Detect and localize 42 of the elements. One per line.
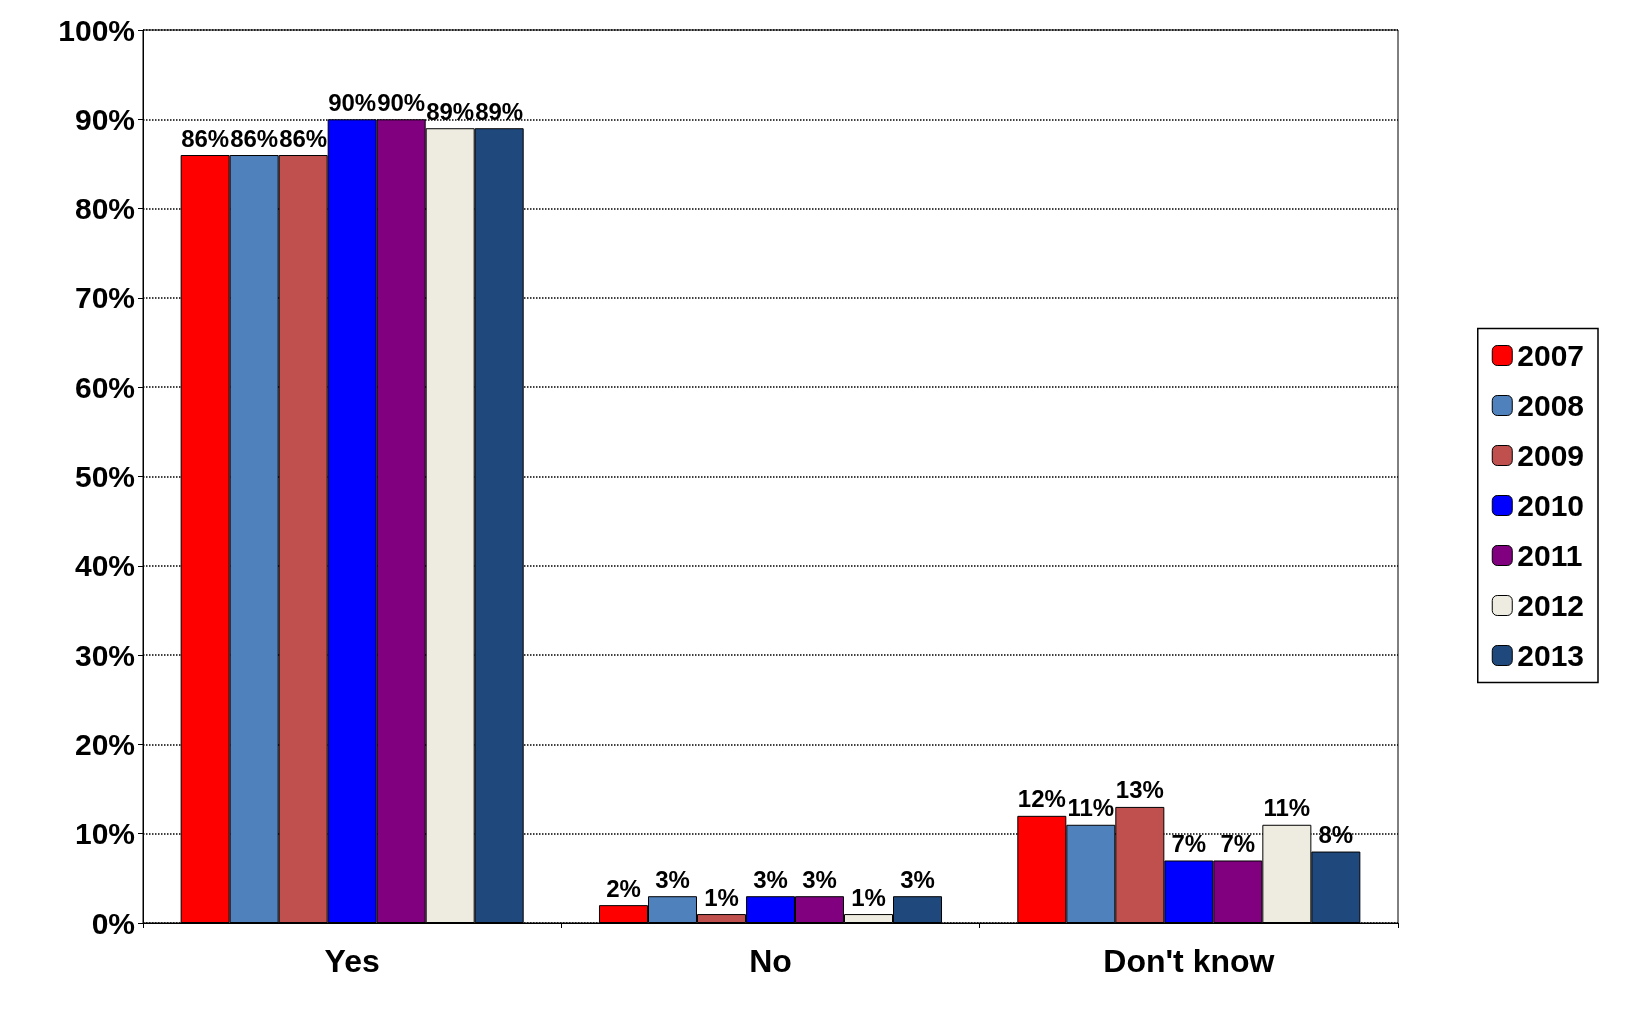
y-tick-label: 10% [74,817,135,851]
y-tick-label: 80% [74,192,135,226]
legend-label: 2009 [1517,439,1585,472]
data-label: 1% [704,883,739,911]
x-tick-label: No [749,943,792,979]
legend-label: 2007 [1517,339,1585,372]
data-label: 7% [1171,829,1207,857]
x-tick-label: Don't know [1103,943,1275,979]
data-label: 89% [426,97,475,125]
data-label: 12% [1017,785,1066,813]
y-tick-label: 0% [91,906,135,940]
y-tick-label: 30% [74,638,135,672]
data-label: 89% [475,97,524,125]
data-label: 3% [802,865,837,893]
data-label: 3% [900,865,935,893]
data-label: 86% [230,124,279,152]
data-label: 11% [1067,794,1115,822]
legend-label: 2010 [1517,489,1585,522]
y-tick-label: 100% [58,13,135,47]
data-label: 1% [851,883,886,911]
data-label: 3% [655,865,690,893]
y-tick-label: 50% [74,460,135,493]
data-label: 11% [1263,794,1311,822]
legend-label: 2013 [1517,639,1585,672]
data-label: 90% [328,88,377,116]
x-tick-label: Yes [324,943,380,979]
y-tick-label: 20% [74,727,135,761]
y-tick-label: 70% [74,281,135,315]
data-label: 13% [1115,776,1164,804]
legend-label: 2008 [1517,389,1585,422]
data-label: 2% [606,874,641,902]
y-tick-label: 90% [74,102,135,136]
y-tick-label: 60% [74,370,135,404]
data-label: 86% [279,124,328,152]
data-label: 86% [181,124,230,152]
data-label: 3% [753,865,788,893]
legend-label: 2012 [1517,589,1585,622]
data-label: 7% [1220,829,1256,857]
data-label: 8% [1318,821,1354,849]
data-label: 90% [377,88,426,116]
legend-label: 2011 [1517,539,1583,572]
y-tick-label: 40% [74,549,135,583]
